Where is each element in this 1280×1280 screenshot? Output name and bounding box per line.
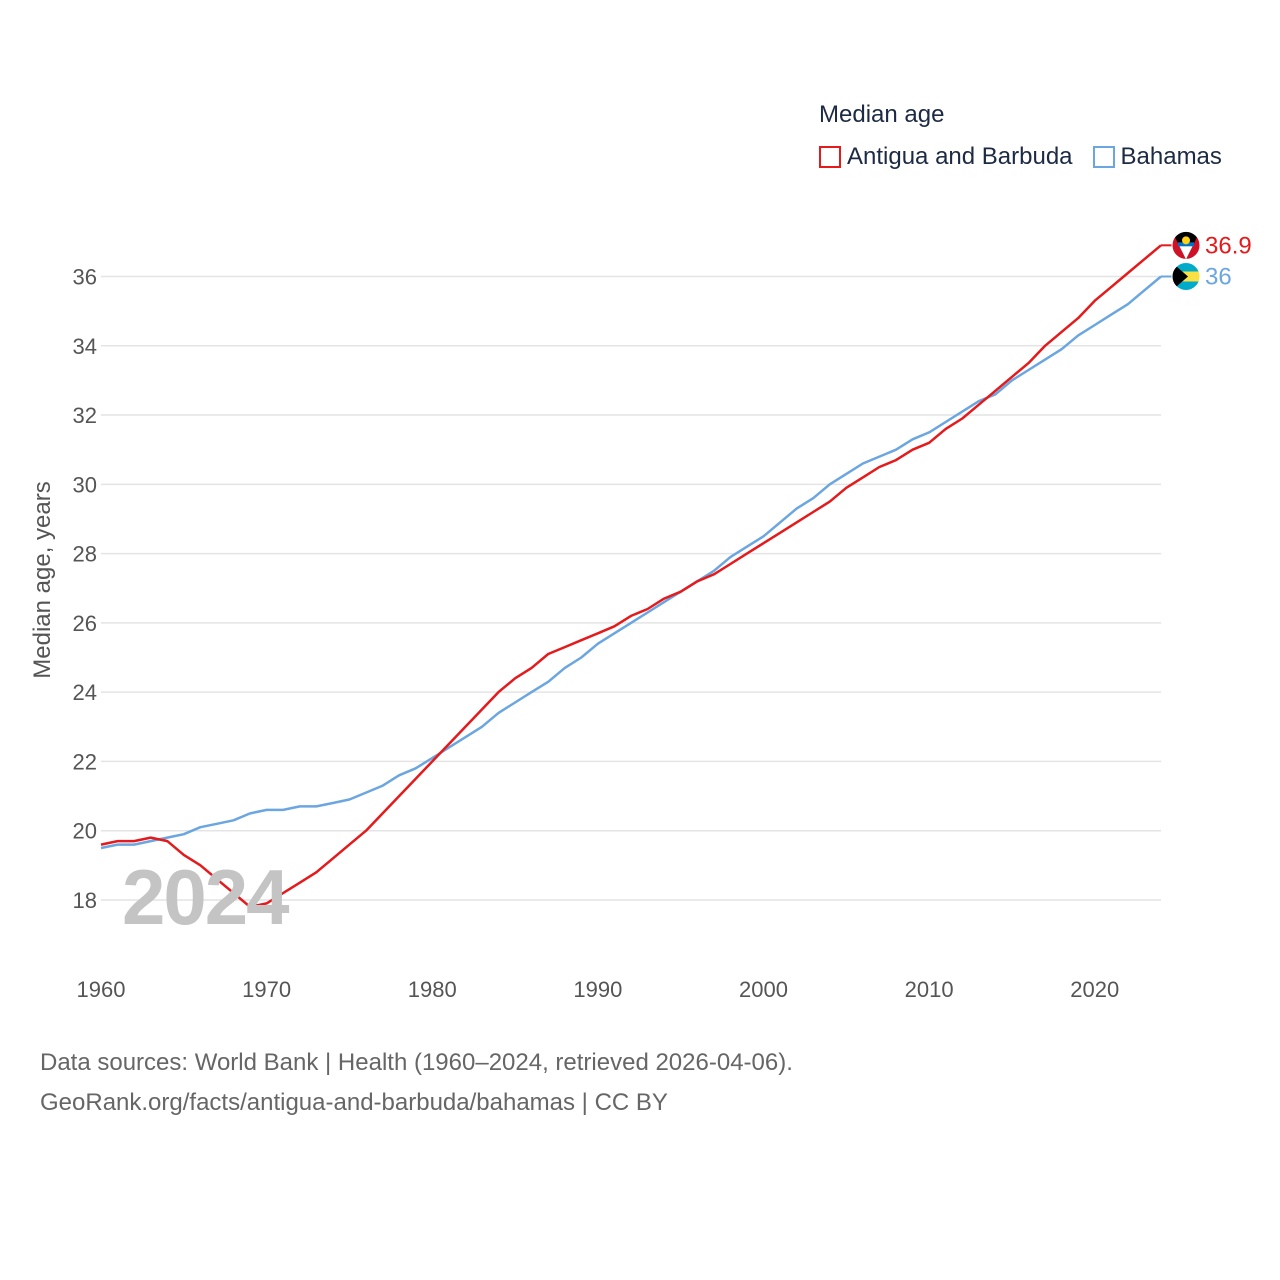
y-tick-label: 30	[73, 472, 97, 497]
series-line-antigua-and-barbuda[interactable]	[100, 244, 1162, 909]
antigua-and-barbuda-flag-icon	[1171, 230, 1201, 260]
x-tick-label: 2010	[905, 977, 954, 1002]
y-tick-label: 20	[73, 819, 97, 844]
y-tick-label: 22	[73, 749, 97, 774]
grid-lines	[101, 275, 1161, 901]
bahamas-flag-icon	[1171, 261, 1201, 291]
y-tick-label: 26	[73, 611, 97, 636]
y-tick-label: 18	[73, 888, 97, 913]
end-value-label: 36.9	[1205, 232, 1252, 259]
source-line-2[interactable]: GeoRank.org/facts/antigua-and-barbuda/ba…	[40, 1089, 668, 1116]
year-watermark: 2024	[122, 853, 290, 941]
end-markers: 36.9 36	[1161, 230, 1252, 291]
y-tick-label: 34	[73, 334, 97, 359]
x-axis: 1960 1970 1980 1990 2000 2010 2020	[77, 977, 1120, 1002]
x-tick-label: 1990	[573, 977, 622, 1002]
x-tick-label: 2000	[739, 977, 788, 1002]
y-tick-label: 32	[73, 403, 97, 428]
legend-swatch-antigua-and-barbuda	[819, 146, 841, 168]
legend-item-antigua-and-barbuda[interactable]: Antigua and Barbuda	[819, 143, 1073, 171]
legend-label-bahamas: Bahamas	[1120, 143, 1222, 170]
data-source-note: Data sources: World Bank | Health (1960–…	[40, 1043, 793, 1123]
x-tick-label: 1960	[77, 977, 126, 1002]
series-line-bahamas[interactable]	[100, 275, 1162, 850]
x-tick-label: 2020	[1070, 977, 1119, 1002]
y-tick-label: 24	[73, 680, 97, 705]
end-value-label: 36	[1205, 263, 1232, 290]
series-lines	[100, 244, 1162, 909]
x-tick-label: 1970	[242, 977, 291, 1002]
source-line-1: Data sources: World Bank | Health (1960–…	[40, 1049, 793, 1076]
y-axis: 18 20 22 24 26 28 30 32 34 36	[73, 264, 97, 912]
y-tick-label: 28	[73, 542, 97, 567]
legend: Antigua and Barbuda Bahamas	[819, 143, 1242, 171]
legend-title: Median age	[819, 101, 945, 128]
legend-label-antigua-and-barbuda: Antigua and Barbuda	[847, 143, 1073, 170]
y-axis-label: Median age, years	[29, 481, 56, 678]
x-tick-label: 1980	[408, 977, 457, 1002]
legend-item-bahamas[interactable]: Bahamas	[1092, 143, 1222, 171]
y-tick-label: 36	[73, 264, 97, 289]
legend-swatch-bahamas	[1092, 146, 1115, 168]
